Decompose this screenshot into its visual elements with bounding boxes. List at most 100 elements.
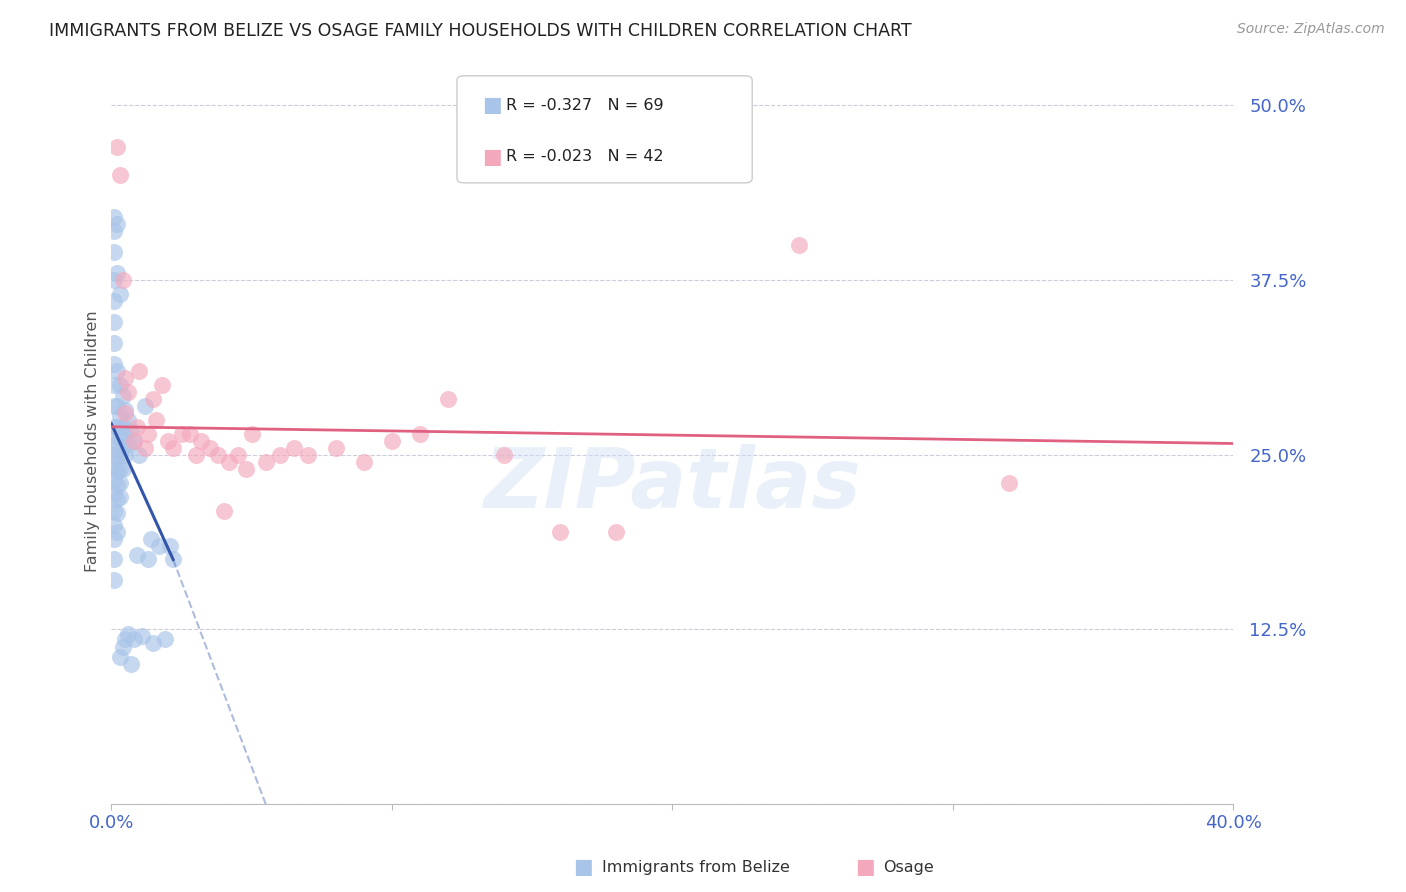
Text: R = -0.023   N = 42: R = -0.023 N = 42 (506, 150, 664, 164)
Point (269, 448, 291, 462)
Point (103, 517, 125, 532)
Point (108, 490, 131, 504)
Point (111, 640, 134, 655)
Point (134, 441, 156, 455)
Point (128, 364, 150, 378)
Point (494, 448, 516, 462)
Point (114, 448, 136, 462)
Point (218, 455, 240, 469)
Point (111, 273, 134, 287)
Point (105, 399, 128, 413)
Point (111, 461, 134, 475)
Point (103, 532, 125, 546)
Point (162, 552, 184, 566)
Point (170, 426, 193, 441)
Point (105, 419, 128, 434)
Point (114, 406, 136, 420)
Point (145, 413, 167, 427)
Point (108, 650, 131, 665)
Point (105, 450, 128, 465)
Point (162, 441, 184, 455)
Text: ■: ■ (482, 95, 502, 115)
Point (134, 399, 156, 413)
Point (103, 315, 125, 329)
Point (103, 245, 125, 260)
Text: ■: ■ (574, 857, 593, 877)
Point (122, 434, 145, 448)
Point (111, 441, 134, 455)
Point (111, 389, 134, 403)
Point (103, 357, 125, 371)
Text: Osage: Osage (883, 860, 934, 874)
Point (117, 384, 139, 399)
Point (103, 487, 125, 501)
Point (548, 524, 571, 539)
Point (105, 217, 128, 231)
Point (108, 475, 131, 490)
Point (103, 293, 125, 308)
Point (283, 441, 305, 455)
Point (105, 140, 128, 154)
Point (139, 532, 162, 546)
Point (103, 210, 125, 224)
Point (787, 238, 810, 252)
Point (108, 448, 131, 462)
Point (117, 626, 139, 640)
Point (103, 419, 125, 434)
Point (122, 434, 145, 448)
Point (103, 574, 125, 588)
Point (108, 409, 131, 423)
Point (156, 434, 179, 448)
Text: ■: ■ (855, 857, 875, 877)
Point (153, 632, 176, 646)
Point (111, 419, 134, 434)
Point (235, 461, 257, 475)
Point (122, 632, 145, 646)
Point (142, 636, 165, 650)
Point (353, 455, 375, 469)
Point (131, 629, 153, 643)
Point (207, 448, 229, 462)
Point (381, 434, 404, 448)
Point (108, 461, 131, 475)
Point (105, 266, 128, 280)
Point (142, 392, 165, 406)
Point (212, 503, 235, 517)
Point (125, 549, 148, 563)
Point (297, 448, 319, 462)
Point (128, 448, 150, 462)
Y-axis label: Family Households with Children: Family Households with Children (86, 310, 100, 572)
Point (125, 419, 148, 434)
Point (103, 461, 125, 475)
Point (437, 392, 460, 406)
Point (114, 632, 136, 646)
Text: ZIPatlas: ZIPatlas (484, 444, 862, 524)
Point (103, 377, 125, 392)
Point (103, 224, 125, 238)
Point (103, 473, 125, 487)
Point (120, 423, 142, 437)
Point (105, 492, 128, 507)
Point (179, 426, 201, 441)
Point (103, 399, 125, 413)
Point (198, 441, 221, 455)
Point (998, 475, 1021, 490)
Text: IMMIGRANTS FROM BELIZE VS OSAGE FAMILY HOUSEHOLDS WITH CHILDREN CORRELATION CHAR: IMMIGRANTS FROM BELIZE VS OSAGE FAMILY H… (49, 22, 912, 40)
Point (114, 403, 136, 417)
Text: R = -0.327   N = 69: R = -0.327 N = 69 (506, 98, 664, 112)
Point (325, 441, 347, 455)
Point (114, 426, 136, 441)
Point (105, 507, 128, 521)
Point (114, 371, 136, 385)
Point (108, 287, 131, 301)
Point (105, 524, 128, 539)
Point (103, 503, 125, 517)
Point (105, 436, 128, 450)
Point (605, 524, 627, 539)
Point (409, 426, 432, 441)
Point (184, 448, 207, 462)
Point (105, 364, 128, 378)
Point (105, 465, 128, 479)
Point (190, 434, 212, 448)
Point (226, 448, 249, 462)
